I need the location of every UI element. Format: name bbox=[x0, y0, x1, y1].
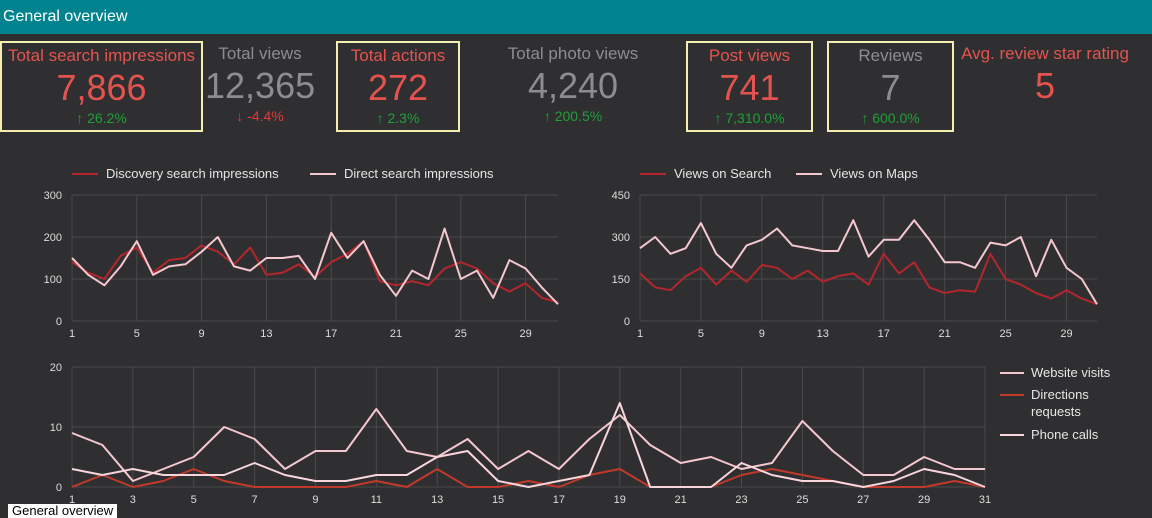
kpi-change: ↓ -4.4% bbox=[236, 108, 284, 124]
series-line-direct-search-impressions bbox=[71, 227, 559, 305]
x-tick-label: 11 bbox=[371, 494, 382, 506]
kpi-value: 7 bbox=[880, 67, 901, 108]
legend-label: requests bbox=[1031, 404, 1081, 419]
legend-label: Directions bbox=[1031, 387, 1089, 402]
arrow-up-icon: ↑ bbox=[376, 110, 384, 126]
kpi-total-search-impressions[interactable]: Total search impressions 7,866 ↑ 26.2% bbox=[0, 41, 203, 132]
x-tick-label: 9 bbox=[199, 328, 205, 340]
x-tick-label: 29 bbox=[918, 494, 930, 506]
arrow-up-icon: ↑ bbox=[76, 110, 84, 126]
y-tick-label: 300 bbox=[612, 232, 630, 244]
x-tick-label: 21 bbox=[939, 328, 951, 340]
y-tick-label: 100 bbox=[44, 274, 62, 286]
legend-label: Website visits bbox=[1031, 365, 1111, 380]
y-tick-label: 0 bbox=[56, 482, 62, 494]
y-tick-label: 0 bbox=[624, 316, 630, 328]
kpi-label: Post views bbox=[708, 46, 791, 65]
x-tick-label: 3 bbox=[130, 494, 136, 506]
x-tick-label: 5 bbox=[698, 328, 704, 340]
x-tick-label: 25 bbox=[796, 494, 808, 506]
kpi-value: 272 bbox=[367, 67, 429, 108]
arrow-up-icon: ↑ bbox=[543, 108, 551, 124]
x-tick-label: 21 bbox=[675, 494, 687, 506]
arrow-down-icon: ↓ bbox=[236, 108, 244, 124]
kpi-total-views[interactable]: Total views 12,365 ↓ -4.4% bbox=[205, 41, 315, 132]
x-tick-label: 19 bbox=[614, 494, 626, 506]
series-line-phone-calls bbox=[71, 402, 986, 488]
kpi-change: ↑ 600.0% bbox=[861, 110, 920, 126]
x-tick-label: 21 bbox=[390, 328, 402, 340]
x-tick-label: 29 bbox=[519, 328, 531, 340]
legend-label: Direct search impressions bbox=[344, 166, 494, 181]
x-tick-label: 7 bbox=[252, 494, 258, 506]
kpi-change: ↑ 200.5% bbox=[543, 108, 603, 124]
series-line-discovery-search-impressions bbox=[71, 240, 559, 304]
x-tick-label: 13 bbox=[817, 328, 829, 340]
kpi-label: Total actions bbox=[350, 46, 446, 65]
x-tick-label: 13 bbox=[260, 328, 272, 340]
y-tick-label: 20 bbox=[50, 362, 62, 374]
kpi-value: 4,240 bbox=[527, 65, 619, 106]
footer-tab-label[interactable]: General overview bbox=[8, 504, 118, 518]
x-tick-label: 29 bbox=[1060, 328, 1072, 340]
header-bar: General overview bbox=[0, 0, 1152, 34]
kpi-total-photo-views[interactable]: Total photo views 4,240 ↑ 200.5% bbox=[496, 41, 650, 132]
kpi-value: 7,866 bbox=[56, 67, 147, 108]
y-tick-label: 150 bbox=[612, 274, 630, 286]
x-tick-label: 13 bbox=[431, 494, 443, 506]
kpi-value: 741 bbox=[719, 67, 780, 108]
kpi-total-actions[interactable]: Total actions 272 ↑ 2.3% bbox=[336, 41, 460, 132]
kpi-post-views[interactable]: Post views 741 ↑ 7,310.0% bbox=[686, 41, 813, 132]
x-tick-label: 17 bbox=[553, 494, 565, 506]
x-tick-label: 5 bbox=[191, 494, 197, 506]
kpi-value: 12,365 bbox=[205, 65, 316, 106]
y-tick-label: 300 bbox=[44, 190, 62, 202]
y-tick-label: 10 bbox=[50, 422, 62, 434]
kpi-label: Total views bbox=[218, 44, 302, 63]
legend-label: Phone calls bbox=[1031, 427, 1099, 442]
y-tick-label: 200 bbox=[44, 232, 62, 244]
y-tick-label: 450 bbox=[612, 190, 630, 202]
series-line-views-on-search bbox=[639, 252, 1098, 306]
x-tick-label: 1 bbox=[637, 328, 643, 340]
arrow-up-icon: ↑ bbox=[714, 110, 722, 126]
page-title: General overview bbox=[3, 8, 128, 25]
x-tick-label: 23 bbox=[735, 494, 747, 506]
series-line-website-visits bbox=[71, 408, 985, 482]
kpi-label: Total search impressions bbox=[7, 46, 196, 65]
kpi-change: ↑ 2.3% bbox=[376, 110, 420, 126]
x-tick-label: 25 bbox=[455, 328, 467, 340]
kpi-label: Total photo views bbox=[507, 44, 639, 63]
kpi-avg-review-star-rating[interactable]: Avg. review star rating 5 bbox=[956, 41, 1134, 132]
kpi-reviews[interactable]: Reviews 7 ↑ 600.0% bbox=[827, 41, 954, 132]
x-tick-label: 27 bbox=[857, 494, 869, 506]
y-tick-label: 0 bbox=[56, 316, 62, 328]
kpi-change: ↑ 26.2% bbox=[76, 110, 127, 126]
arrow-up-icon: ↑ bbox=[861, 110, 869, 126]
kpi-change: ↑ 7,310.0% bbox=[714, 110, 785, 126]
x-tick-label: 5 bbox=[134, 328, 140, 340]
kpi-value: 5 bbox=[1034, 65, 1056, 106]
x-tick-label: 15 bbox=[492, 494, 504, 506]
x-tick-label: 17 bbox=[325, 328, 337, 340]
x-tick-label: 31 bbox=[979, 494, 991, 506]
x-tick-label: 9 bbox=[759, 328, 765, 340]
kpi-label: Reviews bbox=[858, 46, 923, 65]
legend-label: Views on Maps bbox=[830, 166, 918, 181]
x-tick-label: 1 bbox=[69, 494, 75, 506]
series-line-views-on-maps bbox=[639, 219, 1098, 305]
legend-label: Discovery search impressions bbox=[106, 166, 279, 181]
x-tick-label: 9 bbox=[312, 494, 318, 506]
legend-label: Views on Search bbox=[674, 166, 771, 181]
kpi-label: Avg. review star rating bbox=[961, 44, 1129, 63]
x-tick-label: 25 bbox=[999, 328, 1011, 340]
x-tick-label: 1 bbox=[69, 328, 75, 340]
x-tick-label: 17 bbox=[878, 328, 890, 340]
